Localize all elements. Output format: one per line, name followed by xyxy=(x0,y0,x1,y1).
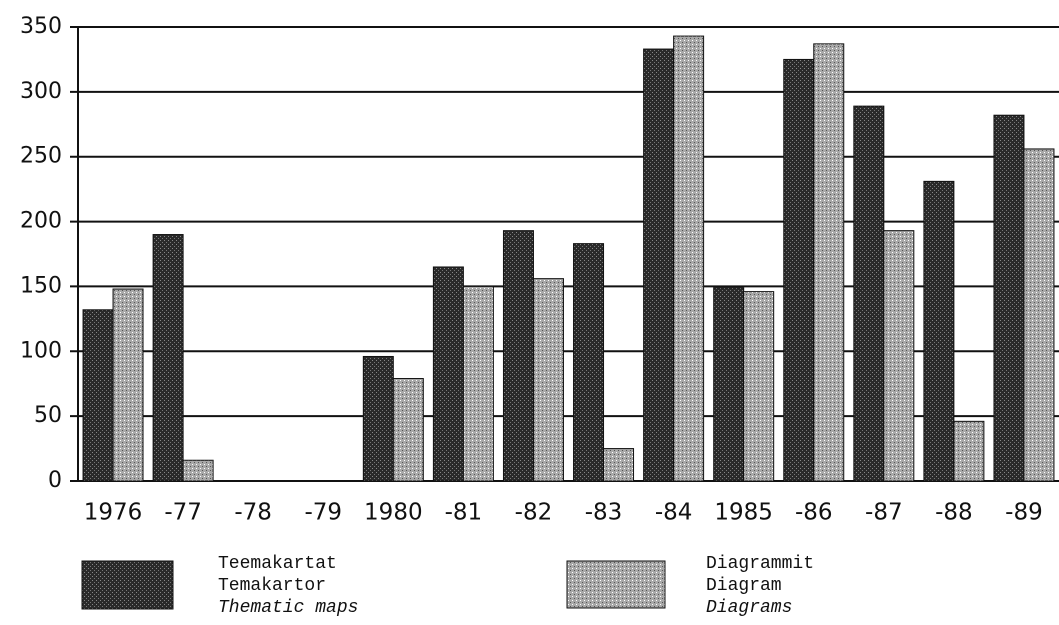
bar xyxy=(573,243,605,482)
x-tick-label: -79 xyxy=(304,500,342,526)
bar xyxy=(813,43,845,482)
legend-label: Diagrammit xyxy=(706,554,814,574)
bar xyxy=(743,291,775,482)
x-tick-label: -78 xyxy=(234,500,272,526)
bar xyxy=(673,35,705,482)
y-tick-label: 250 xyxy=(20,144,62,169)
legend-label: Temakartor xyxy=(218,576,326,596)
y-tick-label: 150 xyxy=(20,273,62,298)
bar xyxy=(603,448,635,482)
bar xyxy=(502,230,534,482)
bar xyxy=(112,288,144,482)
bar xyxy=(923,180,955,482)
bar xyxy=(853,105,885,482)
bar xyxy=(953,420,985,482)
x-tick-label: -86 xyxy=(795,500,833,526)
x-tick-label: -77 xyxy=(164,500,202,526)
bar xyxy=(643,48,675,482)
bar xyxy=(993,114,1025,482)
y-tick-label: 50 xyxy=(34,403,62,428)
x-tick-label: -87 xyxy=(865,500,903,526)
x-tick-label: -89 xyxy=(1005,500,1043,526)
y-tick-label: 200 xyxy=(20,209,62,234)
y-tick-label: 0 xyxy=(48,468,62,493)
x-tick-label: -82 xyxy=(515,500,553,526)
legend-swatch xyxy=(566,560,666,609)
y-tick-label: 300 xyxy=(20,79,62,104)
bar xyxy=(532,278,564,482)
bar xyxy=(182,459,214,482)
bar xyxy=(783,58,815,482)
x-tick-label: 1980 xyxy=(364,500,423,526)
legend-label: Diagram xyxy=(706,576,782,596)
bar xyxy=(152,234,184,482)
x-tick-label: -81 xyxy=(445,500,483,526)
x-tick-label: 1976 xyxy=(84,500,143,526)
bar xyxy=(713,287,745,482)
x-tick-label: -83 xyxy=(585,500,623,526)
y-tick-label: 350 xyxy=(20,14,62,39)
bar xyxy=(462,285,494,482)
x-tick-label: -88 xyxy=(935,500,973,526)
y-tick-label: 100 xyxy=(20,338,62,363)
legend-swatch xyxy=(81,560,174,610)
x-tick-label: 1985 xyxy=(714,500,773,526)
legend-label: Thematic maps xyxy=(218,598,358,618)
bar xyxy=(883,230,915,482)
bar xyxy=(82,309,114,482)
bar xyxy=(1023,148,1055,482)
bar xyxy=(432,266,464,482)
x-tick-label: -84 xyxy=(655,500,693,526)
bar xyxy=(362,355,394,482)
legend-label: Teemakartat xyxy=(218,554,337,574)
bar xyxy=(392,378,424,482)
legend-label: Diagrams xyxy=(706,598,792,618)
